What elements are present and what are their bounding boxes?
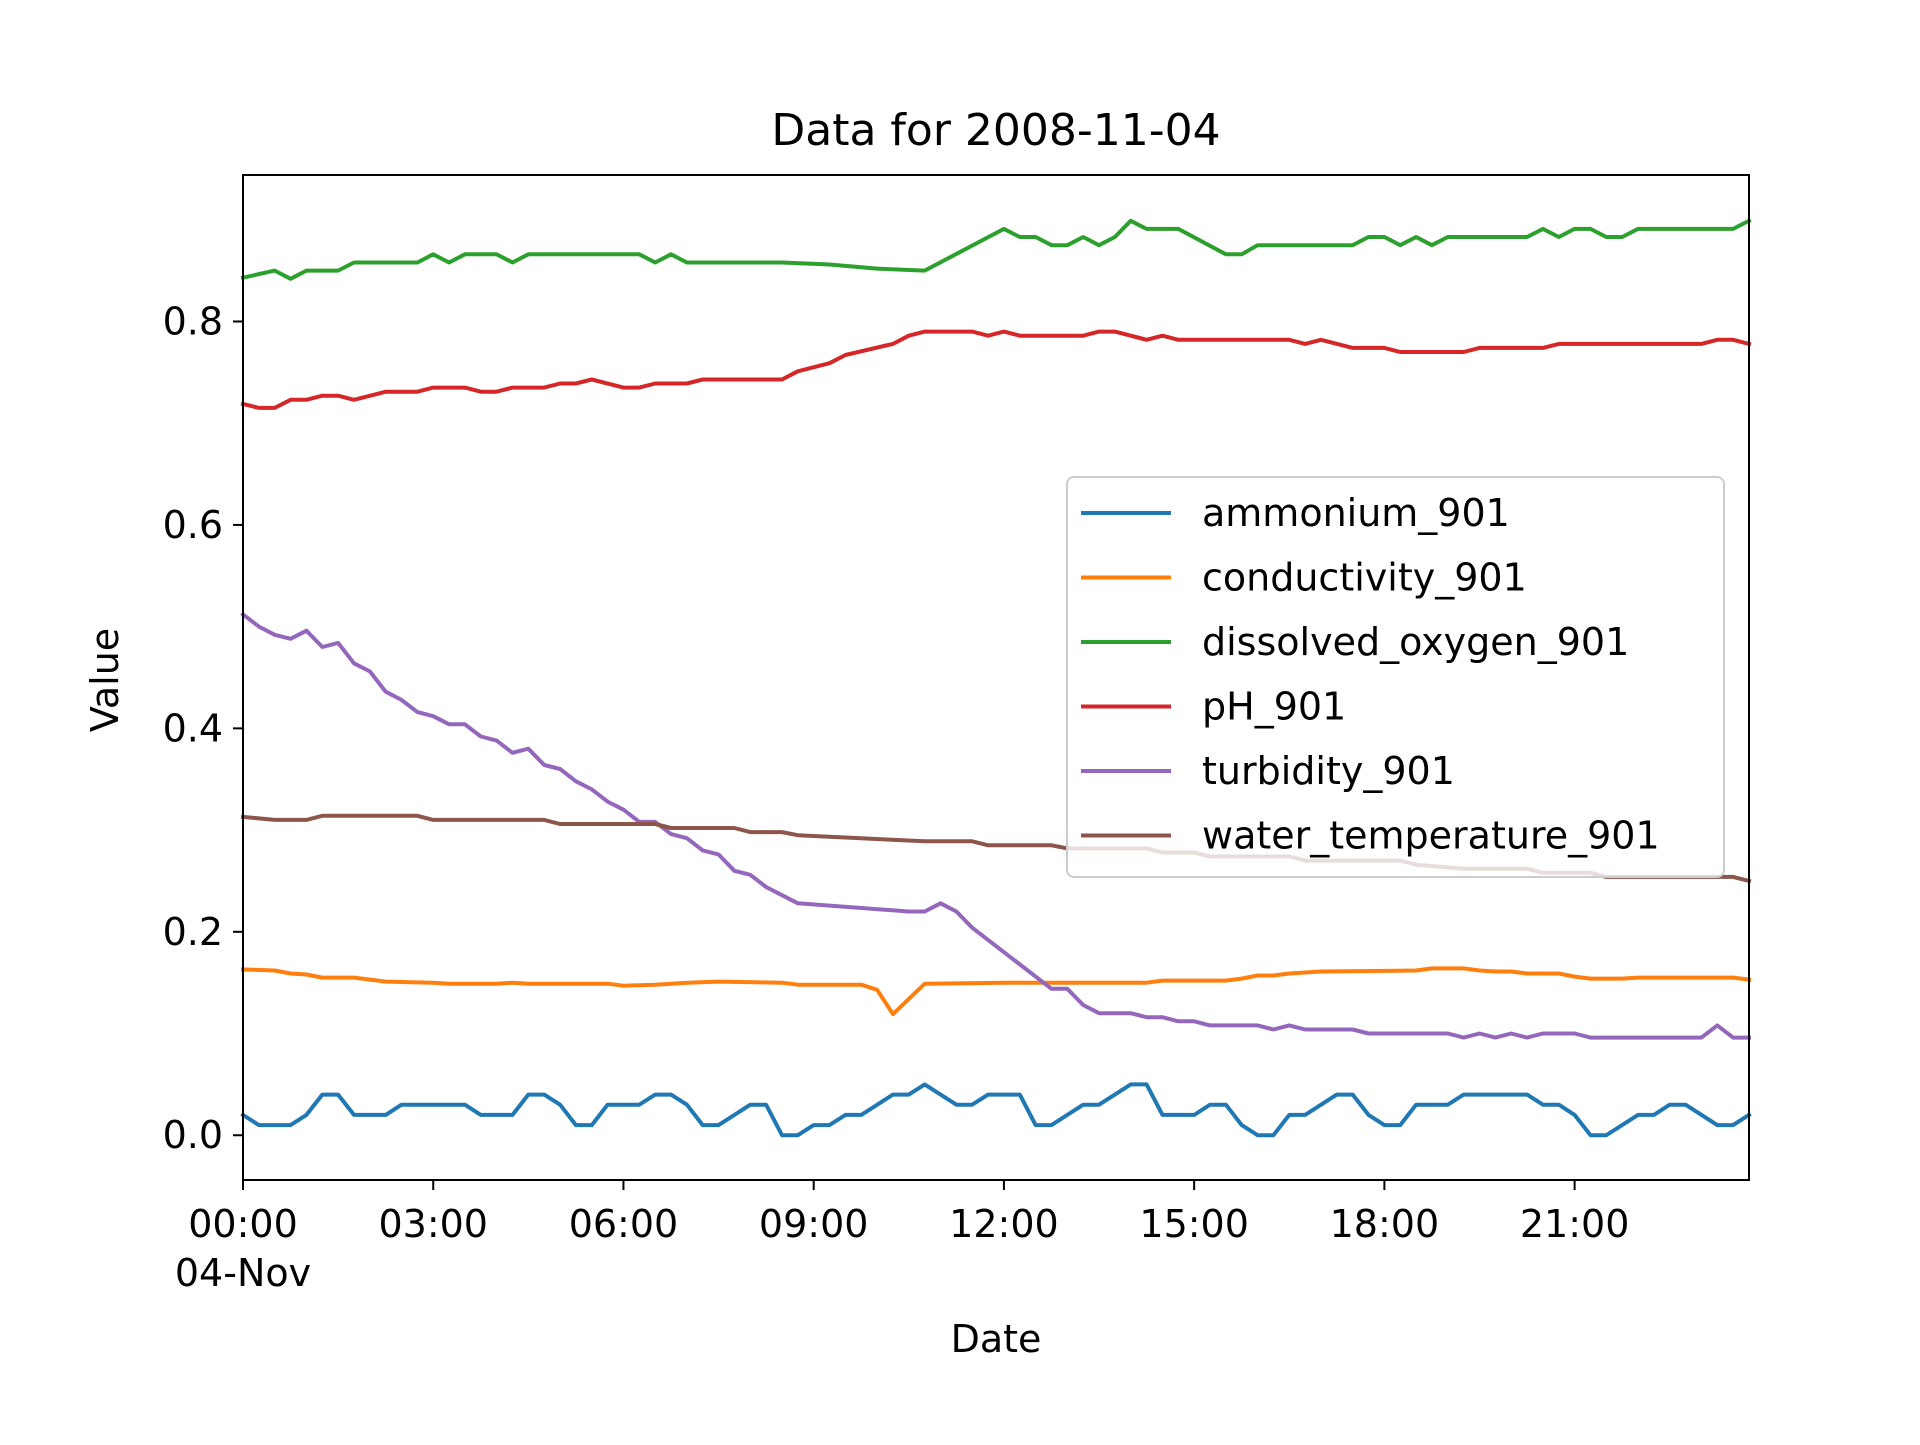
legend: ammonium_901 conductivity_901 dissolved_ox… (1066, 476, 1725, 878)
plot-area-frame (242, 174, 1750, 1181)
series-line-4 (240, 611, 1751, 1040)
x-axis-label: Date (951, 1317, 1042, 1361)
legend-label: pH_901 (1202, 685, 1346, 729)
x-tick-sublabel: 04-Nov (175, 1251, 311, 1295)
y-axis-label: Value (83, 628, 127, 732)
legend-label: dissolved_oxygen_901 (1202, 620, 1629, 664)
axes-layer: 00:00 04-Nov 03:00 06:00 09:00 12:00 15:00 18:0… (163, 174, 1750, 1295)
y-tick-label: 0.0 (163, 1113, 223, 1157)
x-tick-label: 03:00 (378, 1202, 488, 1246)
x-tick-label: 18:00 (1330, 1202, 1440, 1246)
legend-label: turbidity_901 (1202, 749, 1455, 793)
y-tick-label: 0.8 (163, 299, 223, 343)
x-tick-label: 00:00 (188, 1202, 298, 1246)
x-tick-label: 09:00 (759, 1202, 869, 1246)
x-tick-label: 15:00 (1139, 1202, 1249, 1246)
x-tick-label: 21:00 (1520, 1202, 1630, 1246)
y-tick-label: 0.6 (163, 503, 223, 547)
series-line-2 (240, 218, 1752, 281)
series-line-3 (240, 329, 1752, 410)
y-tick-label: 0.2 (163, 910, 223, 954)
series-line-1 (240, 966, 1752, 1017)
legend-box (1066, 476, 1725, 878)
chart-title: Data for 2008-11-04 (771, 105, 1220, 156)
legend-label: water_temperature_901 (1202, 814, 1660, 858)
series-line-0 (240, 1082, 1752, 1138)
x-tick-label: 12:00 (949, 1202, 1059, 1246)
y-tick-label: 0.4 (163, 706, 223, 750)
legend-label: ammonium_901 (1202, 491, 1510, 535)
x-tick-label: 06:00 (569, 1202, 679, 1246)
legend-label: conductivity_901 (1202, 556, 1527, 600)
